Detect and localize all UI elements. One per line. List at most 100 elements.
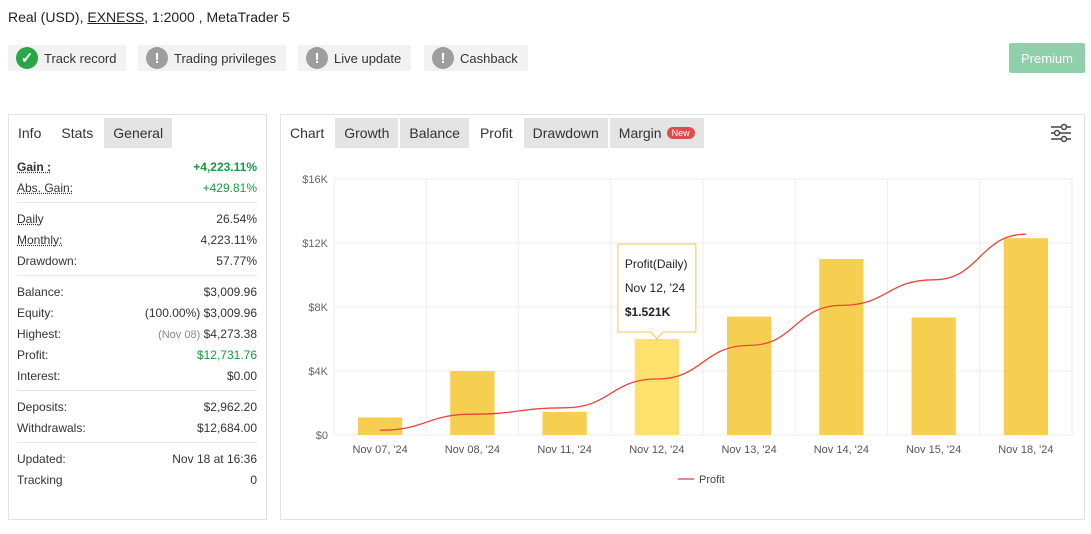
stat-label: Equity: [17,305,54,320]
badge-live-update[interactable]: ! Live update [298,45,412,71]
stat-value: $4,273.38 [203,326,257,341]
badge-trading-privileges[interactable]: ! Trading privileges [138,45,287,71]
profit-bar [542,411,587,435]
y-tick-label: $4K [308,366,328,378]
divider [17,202,257,203]
x-tick-label: Nov 08, '24 [445,444,500,456]
stat-label[interactable]: Monthly: [17,232,63,247]
x-tick-label: Nov 15, '24 [906,444,961,456]
stat-label: Profit: [17,347,49,362]
profit-bar [911,317,956,435]
x-tick-label: Nov 18, '24 [998,444,1053,456]
profit-bar [634,339,680,435]
badge-label: Trading privileges [174,50,277,66]
x-tick-label: Nov 11, '24 [537,444,591,456]
tooltip-title: Profit(Daily) [625,257,688,271]
exclamation-icon: ! [432,47,454,69]
profit-bar [450,371,495,435]
badge-cashback[interactable]: ! Cashback [424,45,528,71]
filter-settings-icon[interactable] [1050,122,1072,144]
profit-bar [726,316,772,435]
profit-bar [819,259,864,435]
broker-link[interactable]: EXNESS [87,9,145,25]
stat-label: Updated: [17,451,66,466]
badge-label: Cashback [460,50,518,66]
y-tick-label: $0 [316,430,328,442]
tab-general[interactable]: General [104,118,173,148]
stat-value: +429.81% [202,180,257,195]
stat-equity: Equity: (100.00%) $3,009.96 [17,302,257,323]
tab-profit[interactable]: Profit [470,118,522,148]
account-suffix: , 1:2000 , MetaTrader 5 [144,9,290,25]
stat-value: $3,009.96 [203,284,257,299]
divider [17,390,257,391]
x-tick-label: Nov 07, '24 [352,444,407,456]
new-badge: New [666,127,695,139]
stat-label: Withdrawals: [17,420,86,435]
tab-stats[interactable]: Stats [52,118,103,148]
account-prefix: Real (USD), [8,9,88,25]
badge-label: Live update [334,50,402,66]
exclamation-icon: ! [306,47,328,69]
stat-interest: Interest: $0.00 [17,365,257,386]
tooltip-date: Nov 12, '24 [625,281,686,295]
tab-growth[interactable]: Growth [335,118,399,148]
stat-drawdown: Drawdown: 57.77% [17,250,257,271]
profit-bar [1003,238,1049,435]
stat-label[interactable]: Abs. Gain: [17,180,74,195]
x-tick-label: Nov 13, '24 [721,444,776,456]
tab-info[interactable]: Info [18,125,42,141]
divider [17,275,257,276]
stat-withdrawals: Withdrawals: $12,684.00 [17,417,257,438]
equity-percent: (100.00%) [144,305,201,320]
stat-label: Drawdown: [17,253,78,268]
divider [17,442,257,443]
highest-date: (Nov 08) [158,328,201,341]
stat-value: 4,223.11% [200,232,258,247]
stat-balance: Balance: $3,009.96 [17,281,257,302]
stat-gain: Gain : +4,223.11% [17,156,257,177]
stat-label: Interest: [17,368,61,383]
stat-deposits: Deposits: $2,962.20 [17,396,257,417]
stat-abs-gain: Abs. Gain: +429.81% [17,177,257,198]
stat-tracking: Tracking 0 [17,469,257,490]
profit-bar [357,417,403,435]
tooltip-value: $1.521K [625,305,671,319]
stat-profit: Profit: $12,731.76 [17,344,257,365]
stat-value: $12,731.76 [196,347,257,362]
stat-value: 57.77% [216,253,257,268]
account-line: Real (USD), EXNESS, 1:2000 , MetaTrader … [8,9,290,25]
chart-tabs: Chart Growth Balance Profit Drawdown Mar… [281,115,706,151]
stat-label[interactable]: Gain : [17,159,52,174]
legend-label: Profit [699,474,725,486]
badge-track-record[interactable]: ✓ Track record [8,45,127,71]
y-tick-label: $8K [308,302,328,314]
stat-label[interactable]: Daily [17,211,44,226]
stats-list: Gain : +4,223.11% Abs. Gain: +429.81% Dail… [17,156,257,490]
exclamation-icon: ! [146,47,168,69]
x-tick-label: Nov 14, '24 [814,444,869,456]
badge-label: Track record [44,50,117,66]
stat-highest: Highest: (Nov 08) $4,273.38 [17,323,257,344]
y-tick-label: $16K [302,174,328,186]
tab-balance[interactable]: Balance [400,118,469,148]
tab-chart[interactable]: Chart [290,125,325,141]
profit-line [380,233,1026,431]
stat-value: 26.54% [216,211,257,226]
check-icon: ✓ [16,47,38,69]
stat-value: $3,009.96 [203,305,257,320]
stat-daily: Daily 26.54% [17,208,257,229]
stat-value: 0 [250,472,257,487]
profit-chart[interactable]: $0 $4K $8K $12K $16K Nov 07, '24 Nov 08, '24 No… [282,153,1082,517]
stat-value: Nov 18 at 16:36 [172,451,257,466]
tab-margin[interactable]: Margin New [609,118,704,148]
tab-drawdown[interactable]: Drawdown [523,118,608,148]
stat-value: $0.00 [226,368,257,383]
stat-label: Tracking [17,472,63,487]
stat-updated: Updated: Nov 18 at 16:36 [17,448,257,469]
stat-label: Highest: [17,326,62,341]
tooltip-box [617,243,697,340]
stat-label: Balance: [17,284,64,299]
stat-value: $2,962.20 [203,399,257,414]
premium-button[interactable]: Premium [1009,43,1085,73]
